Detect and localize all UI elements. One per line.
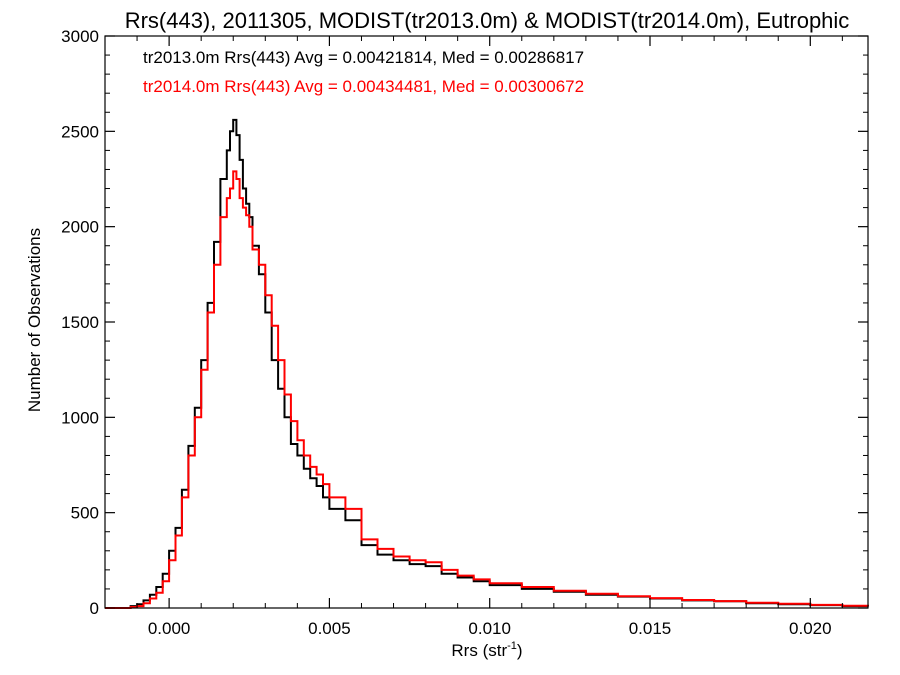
y-axis-label: Number of Observations: [25, 228, 44, 412]
x-tick-label-2: 0.010: [468, 619, 511, 638]
x-tick-label-0: 0.000: [148, 619, 191, 638]
series-line-2: [105, 170, 869, 609]
y-tick-label-1: 500: [71, 504, 99, 523]
stats-annotation-1: tr2013.0m Rrs(443) Avg = 0.00421814, Med…: [143, 48, 584, 67]
axes-layer: 0 500 1000 1500 2000 2500 3000 0.000 0.005 0.010 0…: [61, 27, 869, 638]
y-tick-label-6: 3000: [61, 27, 99, 46]
stats-annotation-2: tr2014.0m Rrs(443) Avg = 0.00434481, Med…: [143, 77, 584, 96]
series-layer: [105, 118, 869, 609]
plot-frame: [104, 35, 869, 609]
chart-title: Rrs(443), 2011305, MODIST(tr2013.0m) & M…: [125, 8, 850, 33]
y-tick-label-0: 0: [90, 599, 99, 618]
x-tick-label-1: 0.005: [308, 619, 351, 638]
x-tick-label-3: 0.015: [629, 619, 672, 638]
series-line-1: [105, 118, 869, 609]
x-tick-label-4: 0.020: [789, 619, 832, 638]
y-tick-label-2: 1000: [61, 408, 99, 427]
x-axis-label: Rrs (str-1): [451, 640, 522, 660]
x-axis-label-base: Rrs (str: [451, 641, 507, 660]
x-axis-label-superscript: -1: [507, 640, 517, 652]
y-tick-label-4: 2000: [61, 218, 99, 237]
annotations-layer: tr2013.0m Rrs(443) Avg = 0.00421814, Med…: [143, 48, 584, 96]
x-axis-label-close: ): [517, 641, 523, 660]
y-tick-label-5: 2500: [61, 122, 99, 141]
y-axis-label-text: Number of Observations: [25, 228, 44, 412]
y-tick-label-3: 1500: [61, 313, 99, 332]
